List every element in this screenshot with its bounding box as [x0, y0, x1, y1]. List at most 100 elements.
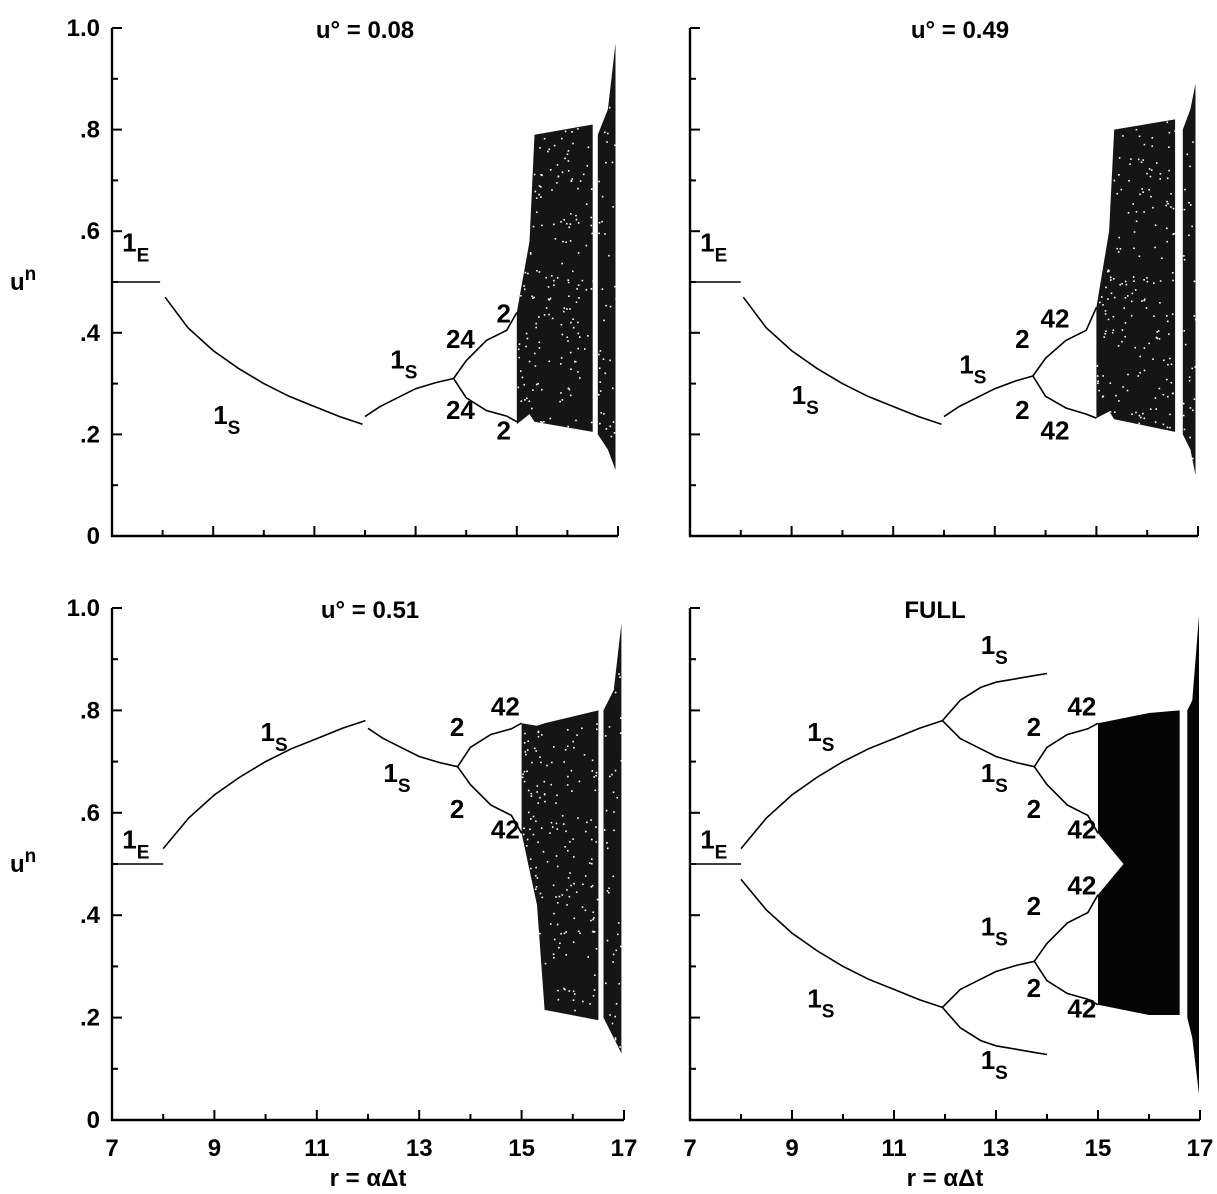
chaos-speck [570, 321, 572, 324]
chaos-speck [582, 173, 585, 176]
chaos-speck [560, 932, 562, 935]
chaos-speck [581, 279, 584, 282]
chaos-speck [1113, 179, 1116, 182]
chaos-speck [1170, 363, 1173, 366]
x-tick-label: 17 [611, 1135, 638, 1162]
chaos-speck [540, 827, 543, 829]
y-tick-label: .4 [80, 902, 101, 929]
chaos-speck [591, 232, 593, 235]
chaos-speck [521, 776, 524, 779]
chaos-speck [552, 884, 555, 887]
x-tick-label: 9 [208, 1135, 221, 1162]
chaos-speck [544, 962, 547, 965]
period-label: 42 [1041, 304, 1070, 334]
chaos-speck [596, 898, 599, 901]
chaos-speck [553, 938, 556, 941]
chaos-speck [523, 285, 525, 287]
chaos-speck [564, 130, 567, 133]
chaos-speck [569, 240, 572, 242]
chaos-speck [530, 795, 533, 797]
chaos-speck [598, 393, 600, 396]
chaos-band [1182, 83, 1196, 476]
chaos-speck [523, 742, 526, 744]
chaos-speck [523, 780, 526, 783]
chaos-speck [1096, 375, 1099, 377]
chaos-speck [526, 397, 528, 400]
chaos-speck [614, 1037, 617, 1039]
chaos-speck [526, 845, 528, 847]
chaos-speck [1166, 177, 1169, 180]
chaos-speck [566, 784, 569, 786]
chaos-speck [1138, 414, 1141, 417]
chaos-speck [606, 141, 608, 143]
chaos-speck [1184, 343, 1187, 346]
chaos-speck [563, 987, 565, 990]
y-tick-label: .2 [80, 421, 100, 448]
chaos-speck [537, 735, 540, 738]
chaos-speck [566, 336, 569, 338]
chaos-speck [541, 896, 544, 899]
chaos-speck [1155, 408, 1157, 410]
chaos-speck [568, 990, 571, 992]
chaos-speck [579, 336, 581, 338]
period-label: 2 [1027, 712, 1041, 742]
chaos-speck [1156, 337, 1159, 340]
chaos-speck [605, 809, 608, 812]
y-tick-label: .2 [80, 1005, 100, 1032]
chaos-speck [537, 382, 539, 385]
chaos-speck [544, 800, 546, 803]
chaos-band [1187, 615, 1199, 1095]
chaos-band [603, 623, 622, 1054]
chaos-speck [1167, 202, 1169, 205]
chaos-speck [1190, 204, 1192, 206]
chaos-speck [1143, 417, 1146, 420]
chaos-speck [1192, 457, 1194, 460]
chaos-speck [565, 931, 567, 933]
chaos-speck [568, 295, 570, 297]
chaos-speck [598, 232, 600, 235]
chaos-speck [1137, 375, 1139, 377]
chaos-speck [1172, 279, 1174, 282]
chaos-speck [1166, 121, 1169, 124]
chaos-speck [1191, 225, 1193, 228]
chaos-speck [529, 253, 532, 255]
chaos-speck [569, 872, 571, 874]
chaos-speck [551, 189, 553, 191]
chaos-speck [612, 206, 614, 208]
chaos-speck [535, 866, 537, 869]
chaos-speck [554, 238, 557, 240]
chaos-speck [590, 886, 593, 888]
chaos-speck [1166, 227, 1168, 230]
chaos-speck [1169, 357, 1171, 360]
x-tick-label: 13 [406, 1135, 433, 1162]
chaos-speck [591, 862, 593, 865]
chaos-speck [568, 388, 571, 391]
chaos-speck [604, 735, 607, 737]
chaos-speck [538, 193, 540, 196]
chaos-speck [1116, 247, 1118, 250]
chaos-speck [1152, 206, 1154, 209]
chaos-speck [1127, 295, 1129, 297]
chaos-speck [1166, 315, 1168, 317]
chaos-speck [1183, 208, 1186, 211]
chaos-speck [605, 982, 607, 985]
chaos-speck [1134, 346, 1136, 349]
chaos-speck [613, 829, 615, 832]
chaos-speck [522, 833, 525, 836]
chaos-speck [587, 146, 590, 149]
period-label: 42 [1067, 871, 1096, 901]
chaos-speck [526, 770, 528, 773]
chaos-speck [526, 749, 529, 751]
chaos-speck [1121, 282, 1123, 285]
chaos-speck [537, 841, 539, 843]
period-label: 24 [446, 395, 475, 425]
chaos-speck [570, 180, 573, 182]
chaos-speck [531, 407, 533, 410]
chaos-speck [1148, 342, 1150, 345]
chaos-speck [1112, 278, 1115, 280]
period-label: 1S [807, 983, 834, 1022]
attractor-branch [456, 766, 523, 834]
chaos-speck [1167, 395, 1169, 398]
chaos-speck [564, 749, 567, 751]
chaos-speck [556, 794, 558, 797]
